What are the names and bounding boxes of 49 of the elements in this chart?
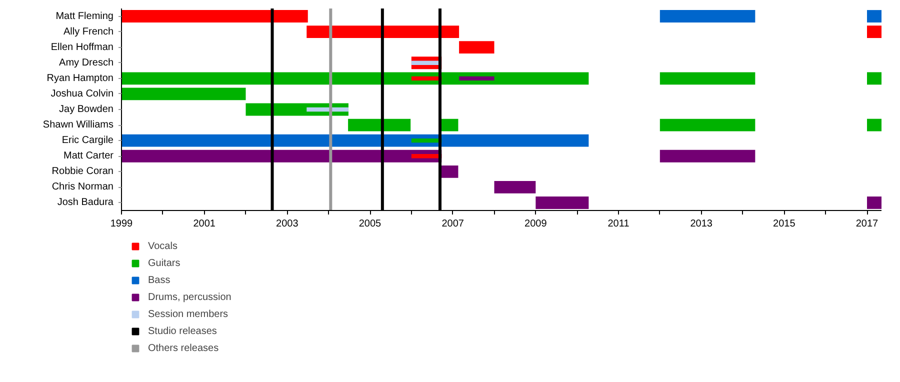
- x-tick-label: 2001: [193, 218, 216, 230]
- y-tick-label: Ryan Hampton: [46, 72, 114, 84]
- y-tick-label: Amy Dresch: [59, 57, 114, 68]
- x-tick-label: 2017: [856, 218, 879, 230]
- legend-label: Guitars: [148, 256, 180, 270]
- bar: [122, 88, 246, 100]
- x-tick-label: 2005: [358, 218, 382, 230]
- bar: [306, 26, 460, 38]
- legend-label: Vocals: [148, 240, 178, 253]
- bar: [122, 10, 308, 22]
- x-tick-label: 2013: [690, 218, 713, 230]
- bar: [459, 41, 494, 54]
- bar: [660, 118, 756, 132]
- bar: [867, 196, 882, 209]
- y-tick-label: Eric Cargile: [62, 135, 114, 146]
- bar: [440, 165, 458, 178]
- y-tick-label: Robbie Coran: [52, 166, 114, 178]
- x-tick-label: 2009: [524, 218, 548, 230]
- bar: [660, 10, 756, 22]
- bar: [348, 118, 411, 132]
- x-tick-label: 2015: [773, 218, 796, 230]
- bar: [536, 196, 589, 209]
- y-tick-label: Chris Norman: [52, 182, 114, 193]
- legend-label: Bass: [148, 274, 170, 287]
- y-tick-label: Jay Bowden: [59, 104, 114, 115]
- bar: [122, 134, 589, 147]
- legend-label: Others releases: [148, 342, 219, 355]
- y-tick-label: Matt Carter: [63, 150, 114, 162]
- y-tick-label: Josh Badura: [57, 197, 114, 208]
- x-tick-label: 2003: [276, 218, 299, 230]
- x-tick-label: 1999: [110, 218, 134, 230]
- y-tick-label: Joshua Colvin: [50, 88, 114, 100]
- x-tick-label: 2011: [608, 218, 630, 230]
- bar: [867, 118, 882, 132]
- y-tick-label: Matt Fleming: [56, 10, 114, 22]
- legend-label: Session members: [148, 308, 228, 321]
- bar: [660, 72, 756, 85]
- x-tick-label: 2007: [442, 218, 464, 230]
- bar: [122, 72, 589, 85]
- bar: [440, 118, 458, 132]
- bar: [867, 72, 882, 85]
- bar: [494, 180, 536, 194]
- bar: [660, 150, 756, 162]
- y-tick-label: Ellen Hoffman: [50, 42, 114, 53]
- legend-label: Drums, percussion: [148, 290, 232, 304]
- y-tick-label: Shawn Williams: [42, 120, 114, 131]
- legend-label: Studio releases: [148, 324, 217, 338]
- bar: [867, 10, 882, 22]
- y-tick-label: Ally French: [63, 26, 114, 38]
